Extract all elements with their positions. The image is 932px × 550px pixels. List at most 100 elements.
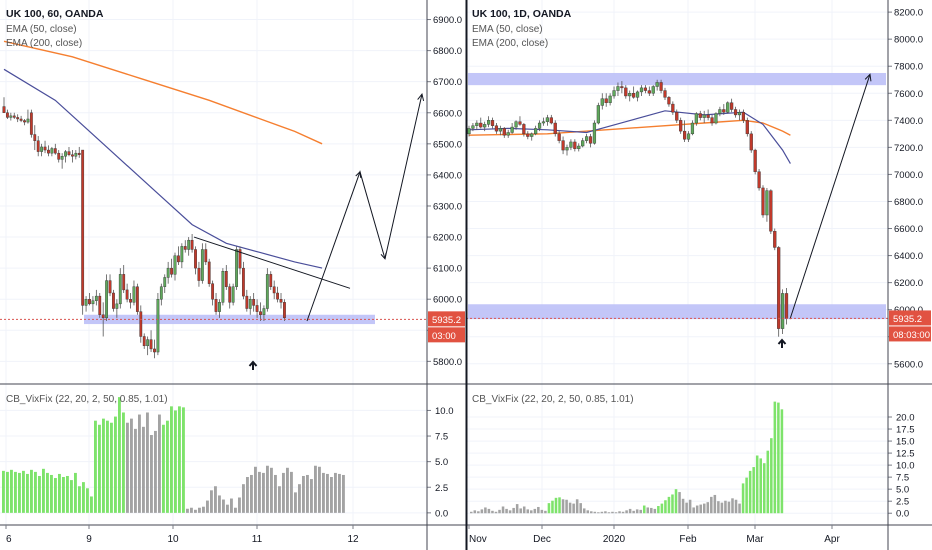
candle: [118, 274, 122, 305]
candle: [241, 267, 245, 297]
indicator-legend-label: EMA (50, close): [6, 24, 77, 35]
ema-200-line: [3, 40, 323, 145]
chart-title: UK 100, 1D, OANDA: [472, 8, 572, 20]
trendline: [193, 236, 351, 289]
vixfix-bar: [206, 500, 209, 513]
vixfix-bar: [150, 435, 153, 513]
last-price-label: 5935.2: [893, 314, 922, 325]
candle: [663, 90, 667, 98]
candle: [272, 286, 276, 294]
vixfix-bar: [46, 472, 49, 513]
candle: [781, 293, 785, 329]
indicator-axis-label: 15.0: [896, 437, 915, 448]
vixfix-bar: [210, 490, 213, 513]
vixfix-bar: [66, 475, 69, 513]
candle: [23, 120, 26, 123]
candle: [616, 86, 620, 91]
right-chart-panel[interactable]: 5600.05800.06000.06200.06400.06600.06800…: [466, 0, 932, 550]
candle: [197, 267, 201, 281]
candle: [60, 156, 64, 160]
price-axis-label: 6100.0: [433, 264, 462, 275]
candle: [490, 120, 495, 126]
vixfix-bar: [579, 503, 582, 514]
price-axis-label: 7200.0: [894, 143, 923, 154]
vixfix-bar: [234, 507, 237, 513]
vixfix-bar: [515, 504, 519, 514]
candle: [737, 112, 742, 116]
vixfix-bar: [650, 507, 653, 514]
candle: [671, 103, 675, 113]
time-axis-label: 6: [6, 534, 12, 545]
candle: [245, 295, 249, 309]
time-axis-label: Dec: [533, 534, 551, 545]
price-axis-label: 7000.0: [894, 170, 923, 181]
candle: [581, 140, 585, 147]
vixfix-bar: [582, 508, 586, 514]
vixfix-bar: [710, 496, 713, 514]
candle: [745, 120, 749, 135]
indicator-axis-label: 12.5: [896, 449, 915, 460]
vixfix-bar: [22, 470, 25, 513]
vixfix-bar: [558, 497, 561, 514]
indicator-axis-label: 17.5: [896, 425, 915, 436]
candle: [57, 152, 61, 160]
price-axis-label: 8000.0: [894, 35, 923, 46]
candle: [248, 299, 252, 309]
candle: [47, 149, 50, 154]
candle: [502, 128, 506, 136]
vixfix-bar: [194, 509, 197, 513]
candle: [573, 141, 577, 149]
candle: [714, 113, 718, 124]
candle: [279, 299, 283, 303]
vixfix-indicator-title: CB_VixFix (22, 20, 2, 50, 0.85, 1.01): [472, 394, 634, 405]
vixfix-bar: [699, 504, 702, 514]
indicator-legend-label: EMA (50, close): [472, 24, 543, 35]
panel-background: [466, 0, 932, 550]
candle: [153, 348, 156, 353]
indicator-axis-label: 0.0: [896, 509, 909, 520]
vixfix-bar: [660, 503, 664, 514]
vixfix-bar: [770, 438, 773, 514]
candle: [604, 98, 608, 103]
indicator-axis-label: 10.0: [896, 461, 915, 472]
vixfix-bar: [635, 509, 639, 514]
candle: [132, 286, 136, 303]
vixfix-indicator-title: CB_VixFix (22, 20, 2, 50, 0.85, 1.01): [6, 394, 168, 405]
projection-arrowhead: [417, 92, 425, 102]
vixfix-bar: [154, 430, 157, 513]
vixfix-bar: [70, 480, 73, 513]
left-chart-panel[interactable]: 5800.05900.06000.06100.06200.06300.06400…: [0, 0, 466, 550]
vixfix-bar: [78, 486, 81, 513]
price-axis-label: 5800.0: [433, 357, 462, 368]
candle: [269, 274, 273, 287]
vixfix-bar: [294, 492, 297, 513]
vixfix-bar: [214, 486, 217, 513]
vixfix-bar: [322, 472, 325, 513]
price-axis-label: 6200.0: [894, 278, 923, 289]
vixfix-bar: [639, 509, 642, 514]
vixfix-bar: [282, 472, 285, 513]
vixfix-bar: [522, 506, 526, 514]
vixfix-bar: [653, 508, 657, 514]
vixfix-bar: [186, 508, 189, 513]
price-axis-label: 6500.0: [433, 139, 462, 150]
price-axis-label: 6400.0: [894, 251, 923, 262]
price-axis-label: 7800.0: [894, 62, 923, 73]
vixfix-bar: [138, 414, 141, 513]
price-axis-label: 7400.0: [894, 116, 923, 127]
countdown-label: 03:00: [432, 331, 456, 342]
vixfix-bar: [642, 505, 646, 514]
countdown-label: 08:03:00: [893, 330, 930, 341]
vixfix-bar: [470, 511, 473, 514]
candle: [67, 151, 71, 155]
vixfix-bar: [593, 511, 597, 514]
vixfix-bar: [731, 498, 734, 514]
vixfix-bar: [678, 492, 681, 514]
vixfix-bar: [126, 422, 129, 513]
candle: [98, 295, 102, 315]
vixfix-bar: [178, 406, 181, 513]
vixfix-bar: [118, 397, 121, 513]
candle: [635, 91, 640, 98]
vixfix-bar: [600, 511, 604, 514]
vixfix-bar: [657, 506, 660, 514]
